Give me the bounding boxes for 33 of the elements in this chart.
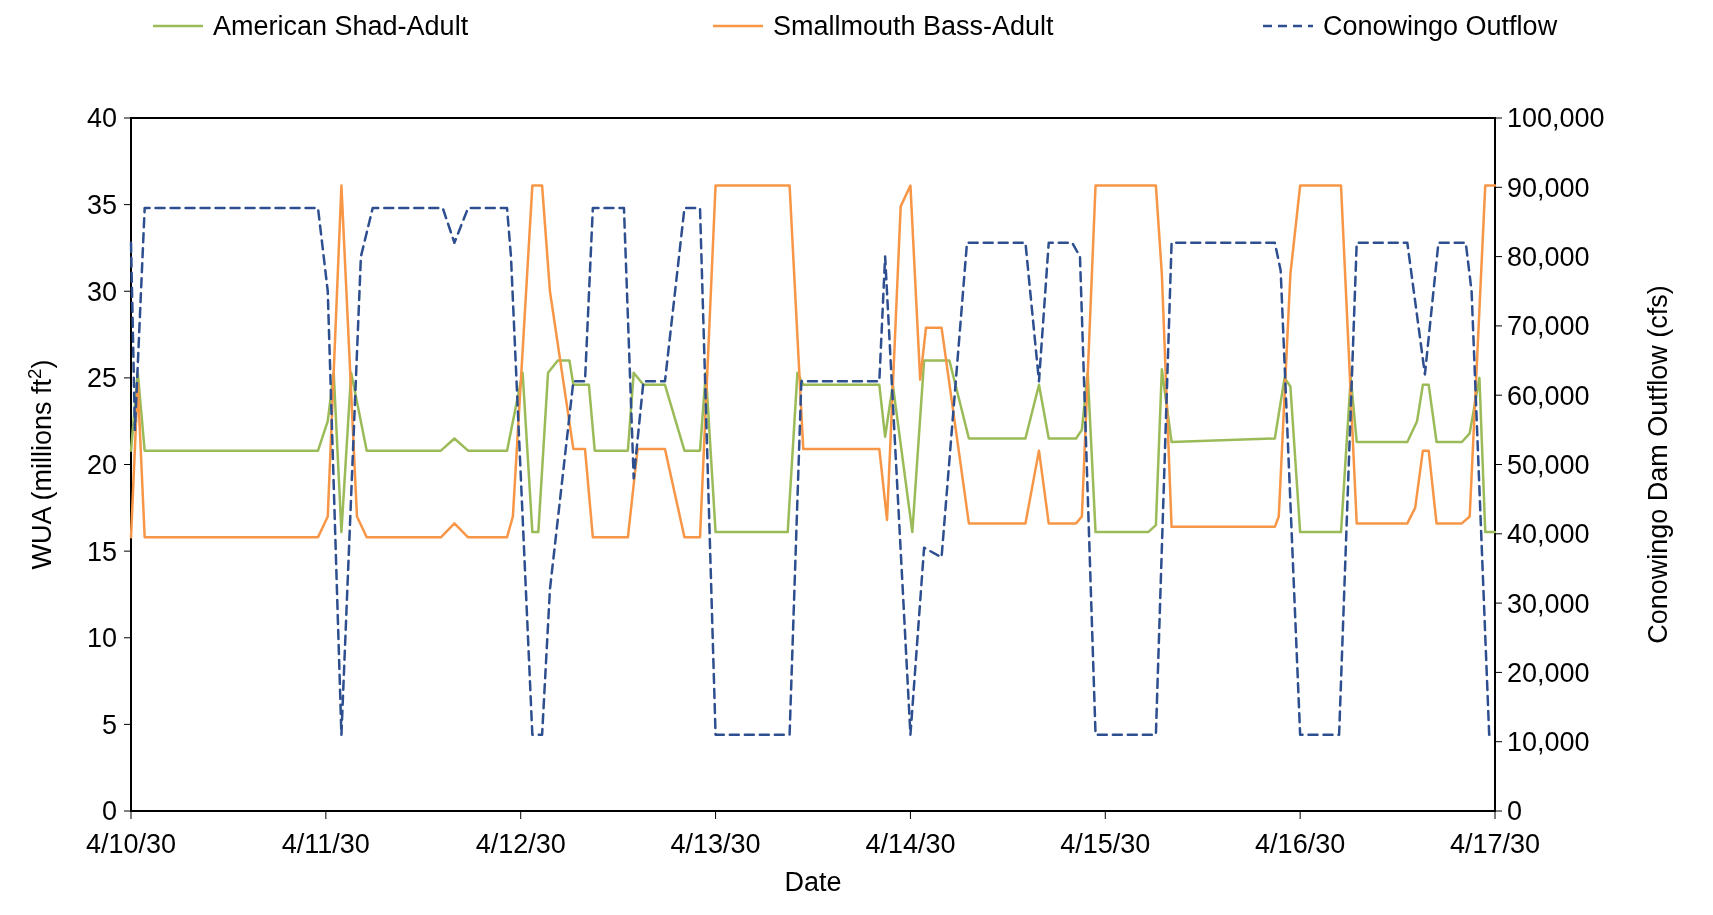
x-tick-label: 4/15/30 bbox=[1060, 829, 1151, 859]
y2-tick-label: 50,000 bbox=[1507, 449, 1590, 480]
x-tick-label: 4/11/30 bbox=[281, 829, 370, 859]
x-tick-label: 4/10/30 bbox=[85, 829, 177, 859]
y-tick-label: 20 bbox=[86, 449, 117, 480]
y2-tick-label: 70,000 bbox=[1507, 311, 1590, 342]
legend-label: American Shad-Adult bbox=[213, 11, 469, 42]
y2-tick-label: 10,000 bbox=[1507, 727, 1590, 758]
x-tick-label: 4/12/30 bbox=[475, 829, 566, 859]
y2-tick-label: 60,000 bbox=[1507, 380, 1590, 411]
y2-axis-title: Conowingo Dam Outflow (cfs) bbox=[1643, 285, 1673, 644]
y-tick-label: 10 bbox=[86, 623, 117, 654]
y-tick-label: 5 bbox=[101, 709, 117, 740]
y2-tick-label: 100,000 bbox=[1507, 103, 1605, 134]
x-axis-title: Date bbox=[784, 867, 842, 897]
y-tick-label: 35 bbox=[86, 190, 117, 221]
y2-tick-label: 40,000 bbox=[1507, 519, 1590, 550]
x-tick-label: 4/13/30 bbox=[670, 829, 761, 859]
legend-label: Conowingo Outflow bbox=[1323, 11, 1558, 42]
x-tick-label: 4/14/30 bbox=[865, 829, 956, 859]
y2-tick-label: 0 bbox=[1507, 796, 1523, 827]
y-tick-label: 40 bbox=[86, 103, 117, 134]
y2-tick-label: 20,000 bbox=[1507, 657, 1590, 688]
y-tick-label: 15 bbox=[86, 536, 117, 567]
legend-label: Smallmouth Bass-Adult bbox=[773, 11, 1055, 42]
x-tick-label: 4/16/30 bbox=[1255, 829, 1346, 859]
y2-tick-label: 80,000 bbox=[1507, 242, 1590, 273]
y2-tick-label: 30,000 bbox=[1507, 588, 1590, 619]
y-tick-label: 25 bbox=[86, 363, 117, 394]
y-tick-label: 0 bbox=[101, 796, 117, 827]
x-tick-label: 4/17/30 bbox=[1449, 829, 1541, 859]
y-tick-label: 30 bbox=[86, 276, 117, 307]
y2-tick-label: 90,000 bbox=[1507, 172, 1590, 203]
